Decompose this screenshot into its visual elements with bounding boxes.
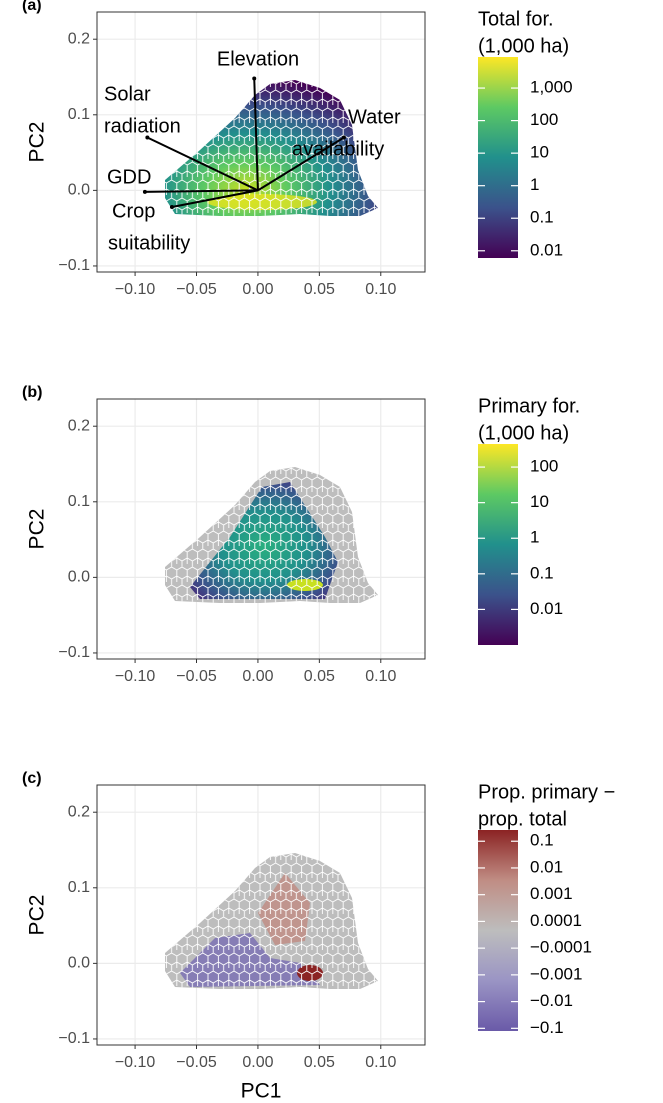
colorbar-label: 100 [530, 110, 558, 129]
x-tick-label: −0.05 [176, 1054, 217, 1071]
colorbar-label: −0.01 [530, 991, 573, 1010]
colorbar-label: 1,000 [530, 78, 573, 97]
loading-tip [252, 76, 257, 81]
colorbar-label: 1 [530, 528, 539, 547]
colorbar-label: 0.1 [530, 208, 554, 227]
colorbar-label: 0.0001 [530, 911, 582, 930]
plot-border [96, 11, 426, 273]
x-tick-label: 0.10 [365, 668, 396, 685]
loading-label: Elevation [217, 48, 299, 70]
colorbar [478, 444, 518, 645]
loading-arrow [257, 136, 345, 192]
x-axis-label: PC1 [241, 1080, 282, 1103]
loading-label: Solar [104, 83, 151, 105]
colorbar [478, 57, 518, 258]
y-tick-label: 0.2 [68, 30, 90, 47]
loading-arrow [146, 136, 259, 192]
colorbar-label: 0.001 [530, 884, 573, 903]
colorbar-label: 100 [530, 457, 558, 476]
colorbar-label: −0.1 [530, 1018, 564, 1037]
y-tick-label: 0.1 [68, 106, 90, 123]
legend-title: prop. total [478, 808, 567, 830]
loading-tip [142, 189, 147, 194]
loading-arrow [253, 78, 259, 191]
panel-c: −0.10 −0.05 0.00 0.05 0.10 −0.1 0.0 0.1 0.2 (c) PC… [22, 770, 615, 1102]
loading-tip [341, 135, 346, 140]
x-tick-label: 0.05 [304, 668, 335, 685]
loading-label: radiation [104, 115, 181, 137]
y-axis-label: PC2 [26, 895, 49, 936]
y-tick-label: −0.1 [58, 1030, 90, 1047]
x-tick-label: 0.10 [365, 281, 396, 298]
colorbar-label: 0.01 [530, 857, 563, 876]
panel-label: (b) [22, 384, 42, 401]
y-axis-label: PC2 [26, 122, 49, 163]
colorbar-label: 0.01 [530, 599, 563, 618]
x-tick-label: 0.05 [304, 281, 335, 298]
loading-arrow [171, 189, 259, 208]
x-tick-label: −0.10 [115, 281, 156, 298]
colorbar-label: −0.0001 [530, 938, 592, 957]
colorbar-label: 10 [530, 143, 549, 162]
x-tick-label: 0.10 [365, 1054, 396, 1071]
panel-a: −0.10 −0.05 0.00 0.05 0.10 −0.1 0.0 0.1 0.2 (a) PC… [22, 0, 573, 298]
legend-title: Primary for. [478, 395, 580, 417]
colorbar-label: 0.1 [530, 563, 554, 582]
y-tick-label: −0.1 [58, 257, 90, 274]
plot-border [96, 398, 426, 660]
legend-title: Prop. primary − [478, 781, 615, 803]
x-tick-label: 0.00 [242, 668, 273, 685]
x-tick-label: −0.05 [176, 668, 217, 685]
colorbar-label: 0.1 [530, 831, 554, 850]
loading-label: Crop [112, 200, 155, 222]
loading-tip [145, 135, 150, 140]
loading-label: GDD [107, 166, 151, 188]
loading-tip [169, 205, 174, 209]
y-tick-label: 0.0 [68, 569, 90, 586]
colorbar-label: 1 [530, 175, 539, 194]
loading-label: Water [348, 106, 401, 128]
legend-title: (1,000 ha) [478, 422, 569, 444]
colorbar-label: −0.001 [530, 964, 582, 983]
y-tick-label: 0.2 [68, 417, 90, 434]
x-tick-label: −0.10 [115, 1054, 156, 1071]
colorbar-label: 10 [530, 492, 549, 511]
legend-title: Total for. [478, 8, 554, 30]
y-tick-label: 0.1 [68, 493, 90, 510]
y-axis-label: PC2 [26, 509, 49, 550]
x-tick-label: −0.05 [176, 281, 217, 298]
loading-label: availability [292, 138, 384, 160]
x-tick-label: 0.05 [304, 1054, 335, 1071]
panel-b: −0.10 −0.05 0.00 0.05 0.10 −0.1 0.0 0.1 0.2 (b) PC… [22, 384, 580, 685]
y-tick-label: 0.0 [68, 182, 90, 199]
panel-label: (c) [22, 770, 42, 787]
y-tick-label: −0.1 [58, 644, 90, 661]
legend-title: (1,000 ha) [478, 35, 569, 57]
x-tick-label: 0.00 [242, 281, 273, 298]
y-tick-label: 0.2 [68, 803, 90, 820]
y-tick-label: 0.1 [68, 879, 90, 896]
colorbar-label: 0.01 [530, 240, 563, 259]
y-tick-label: 0.0 [68, 955, 90, 972]
loading-arrow [144, 189, 258, 193]
loading-label: suitability [108, 232, 190, 254]
x-tick-label: −0.10 [115, 668, 156, 685]
x-tick-label: 0.00 [242, 1054, 273, 1071]
plot-border [96, 784, 426, 1046]
panel-label: (a) [22, 0, 42, 14]
colorbar [478, 830, 518, 1031]
